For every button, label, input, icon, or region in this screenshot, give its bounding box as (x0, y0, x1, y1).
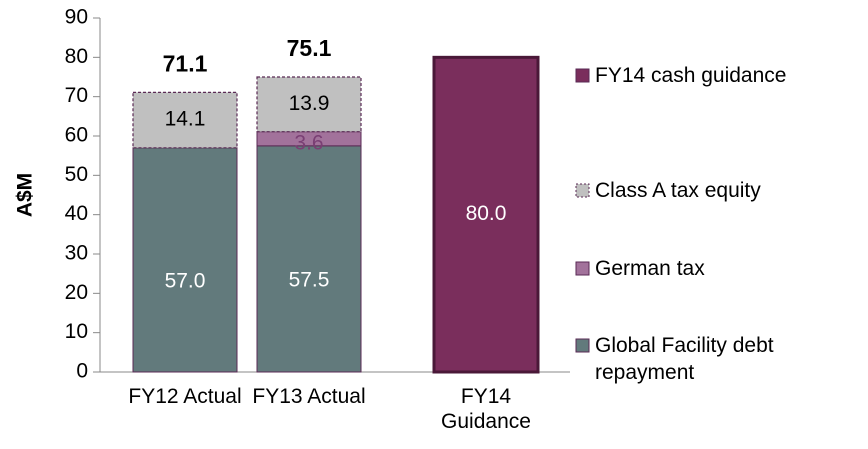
y-tick-label: 90 (65, 6, 88, 29)
x-tick-label: FY12 Actual (128, 385, 242, 408)
x-tick-label: FY13 Actual (252, 385, 366, 408)
legend-swatch (575, 338, 590, 353)
bar-segment (132, 147, 238, 373)
y-tick-label: 50 (65, 163, 88, 186)
total-label: 71.1 (163, 50, 208, 76)
legend-swatch (575, 68, 590, 83)
data-label: 80.0 (466, 202, 507, 225)
y-tick-label: 70 (65, 84, 88, 107)
legend-label: FY14 cash guidance (595, 64, 787, 87)
legend-swatch (575, 183, 590, 198)
y-axis-label: A$M (14, 173, 37, 217)
x-tick-label: FY14 Guidance (441, 385, 531, 433)
y-tick-label: 10 (65, 320, 88, 343)
data-label: 57.0 (165, 269, 206, 292)
y-tick-label: 0 (76, 360, 88, 383)
legend-label: German tax (595, 257, 705, 280)
data-label: 13.9 (289, 92, 330, 115)
total-label: 75.1 (287, 35, 332, 61)
legend-swatch (575, 261, 590, 276)
bar-segment (432, 55, 540, 374)
y-tick-label: 60 (65, 124, 88, 147)
bar-segment (256, 145, 362, 373)
data-label: 3.6 (294, 131, 323, 154)
legend-label: Global Facility debt repayment (595, 334, 774, 384)
data-label: 57.5 (289, 268, 330, 291)
data-label: 14.1 (165, 108, 206, 131)
y-tick-label: 40 (65, 202, 88, 225)
legend-label: Class A tax equity (595, 179, 761, 202)
bar-segment (132, 91, 238, 149)
bar-segment (256, 76, 362, 133)
y-tick-label: 20 (65, 281, 88, 304)
y-tick-label: 80 (65, 45, 88, 68)
y-tick-label: 30 (65, 242, 88, 265)
